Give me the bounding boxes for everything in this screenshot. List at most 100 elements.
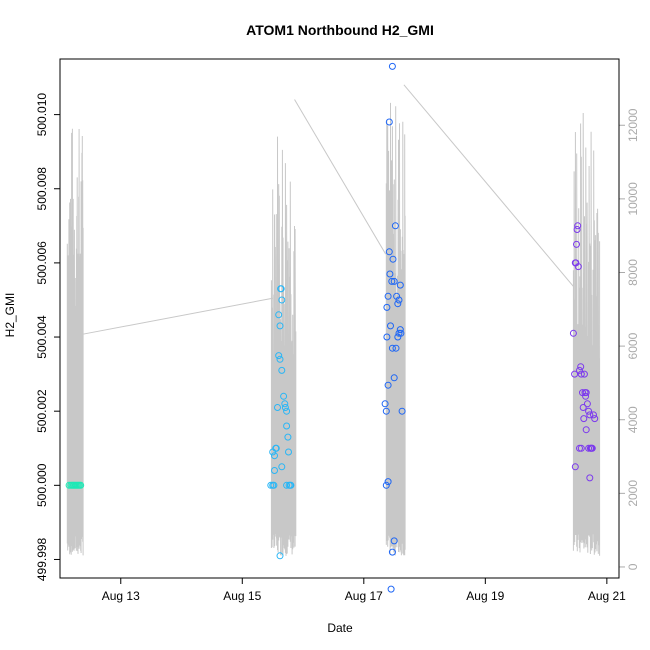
data-point-s1-19 [281,404,289,411]
data-point-s2-9 [390,277,398,285]
overlay-cluster-0 [66,128,84,556]
data-point-s2-23 [397,329,405,337]
data-point-s3-12 [579,404,587,411]
plot-frame [59,58,620,579]
y2-tick-label-5: 10000 [626,182,640,216]
data-point-s3-15 [582,392,590,400]
data-point-s2-27 [382,481,390,489]
overlay-connector-2 [403,84,575,288]
y-tick-label-6: 500.010 [35,93,49,137]
y2-tick-label-4: 8000 [626,259,640,286]
scatter-points-layer [65,62,599,593]
y-tick-label-1: 500.000 [35,463,49,507]
data-point-s1-14 [275,352,283,360]
data-point-s1-9 [275,311,283,319]
data-point-s3-5 [573,226,581,233]
x-tick-label-3: Aug 19 [466,589,504,603]
y2-tick-label-1: 2000 [626,480,640,507]
data-point-s3-1 [571,370,579,378]
data-point-s1-24 [283,481,291,489]
data-point-s2-14 [396,281,404,289]
y-tick-label-5: 500.008 [35,167,49,211]
data-point-s2-21 [395,329,403,337]
y-tick-label-3: 500.004 [35,315,49,359]
y-tick-label-4: 500.006 [35,241,49,285]
data-point-s3-9 [577,363,585,371]
data-point-s2-7 [388,277,396,285]
data-point-s3-0 [569,329,577,337]
data-point-s1-17 [280,392,288,400]
overlay-line-layer [66,84,601,556]
data-point-s2-18 [390,374,398,382]
y2-tick-label-0: 0 [626,563,640,570]
data-point-s3-13 [580,370,588,378]
data-point-s3-10 [577,370,585,378]
data-point-s3-18 [585,407,593,415]
data-point-s3-6 [574,222,582,230]
data-point-s1-23 [285,448,292,456]
x-tick-label-2: Aug 17 [345,589,383,603]
data-point-s1-0 [267,481,275,489]
y2-tick-label-2: 4000 [626,406,640,433]
data-point-s1-22 [284,433,292,441]
data-point-s1-3 [271,467,278,474]
data-point-s2-17 [388,344,396,352]
data-point-s1-27 [287,481,295,489]
data-point-s2-22 [396,326,404,334]
x-tick-label-4: Aug 21 [588,589,626,603]
data-point-s2-11 [393,292,401,300]
overlay-cluster-1 [270,136,297,556]
data-point-s1-7 [272,444,280,452]
data-point-s2-31 [387,585,395,593]
data-point-s3-32 [585,444,593,452]
data-point-s2-24 [398,407,406,415]
data-point-s3-24 [590,411,597,419]
data-point-s1-13 [278,296,286,304]
data-point-s1-29 [276,552,284,560]
data-point-s2-3 [384,292,392,300]
data-point-s2-6 [387,322,394,330]
x-tick-label-1: Aug 15 [223,589,261,603]
data-point-s2-2 [383,303,391,311]
y2-tick-label-3: 6000 [626,332,640,359]
data-point-s3-30 [571,463,579,471]
data-point-s1-5 [271,452,278,460]
overlay-connector-1 [294,99,387,255]
data-point-s3-7 [574,263,582,271]
data-point-s1-21 [283,422,291,430]
data-point-s2-15 [383,333,391,341]
data-point-s1-10 [276,322,284,330]
data-point-s3-31 [586,474,594,482]
chart-title: ATOM1 Northbound H2_GMI [246,22,434,38]
data-point-s3-23 [588,444,596,452]
data-point-s2-8 [389,255,397,263]
overlay-cluster-2 [385,102,406,556]
y-tick-label-2: 500.002 [35,389,49,433]
x-axis-label: Date [327,621,353,635]
y2-tick-label-6: 12000 [626,108,640,142]
data-point-s0-9 [77,481,85,489]
data-point-s3-25 [591,415,599,423]
data-point-s3-17 [583,400,591,408]
data-point-s1-16 [278,366,286,374]
data-point-s1-15 [276,355,284,363]
y-axis-label: H2_GMI [3,293,17,338]
data-point-s1-20 [283,407,291,415]
data-point-s2-19 [392,344,400,352]
data-point-s2-0 [381,400,389,408]
overlay-cluster-3 [572,112,601,556]
data-point-s2-4 [385,248,393,256]
y-tick-label-0: 499.998 [35,537,49,581]
data-point-s2-12 [394,300,402,308]
data-point-s2-29 [388,548,396,556]
data-point-s3-28 [580,415,588,423]
axes-layer: Aug 13 Aug 15 Aug 17 Aug 19 Aug 21 499.998 500… [35,93,640,603]
data-point-s1-2 [270,481,278,489]
data-point-s2-5 [386,270,394,278]
data-point-s1-28 [278,463,286,471]
data-point-s2-26 [388,62,396,70]
data-point-s2-1 [382,407,390,415]
x-tick-label-0: Aug 13 [102,589,140,603]
overlay-connector-0 [78,297,273,336]
